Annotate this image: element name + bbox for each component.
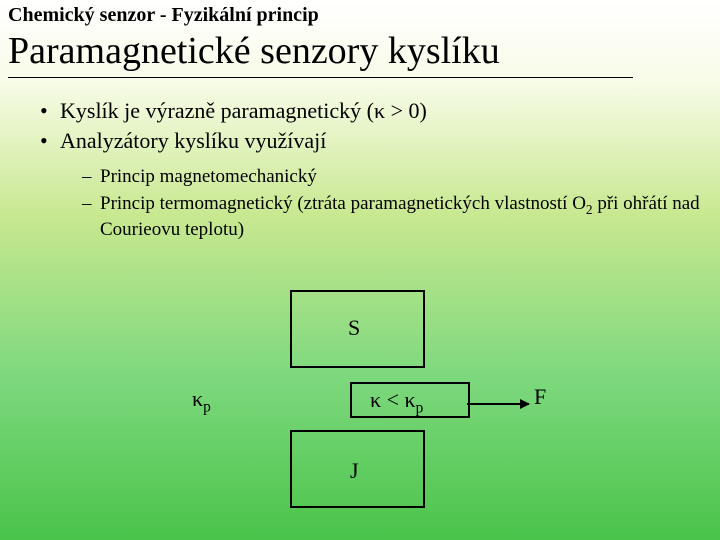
diagram: S J κp κ < κp F: [0, 290, 720, 540]
diagram-label-s: S: [348, 315, 360, 341]
bullet-1-kappa: κ: [374, 98, 385, 123]
main-bullets: Kyslík je výrazně paramagnetický (κ > 0)…: [40, 96, 720, 155]
mid-lt: <: [381, 387, 404, 412]
bullet-1: Kyslík je výrazně paramagnetický (κ > 0): [40, 96, 720, 126]
sub-header: Chemický senzor - Fyzikální princip: [8, 4, 712, 27]
diagram-label-mid: κ < κp: [370, 387, 423, 417]
bullet-2: Analyzátory kyslíku využívají: [40, 126, 720, 156]
sub-bullets: Princip magnetomechanický Princip termom…: [82, 165, 720, 242]
diagram-arrow: [467, 403, 529, 405]
mid-kappa2: κ: [405, 387, 416, 412]
mid-kappa1: κ: [370, 387, 381, 412]
bullet-1-pre: Kyslík je výrazně paramagnetický (: [60, 98, 374, 123]
content-area: Kyslík je výrazně paramagnetický (κ > 0)…: [0, 78, 720, 243]
bullet-1-post: > 0): [385, 98, 427, 123]
mid-sub: p: [416, 399, 424, 416]
diagram-label-f: F: [534, 384, 546, 410]
page-title: Paramagnetické senzory kyslíku: [8, 29, 633, 78]
kp-left-kappa: κ: [192, 386, 203, 411]
sub-bullet-2-pre: Princip termomagnetický (ztráta paramagn…: [100, 193, 586, 214]
kp-left-sub: p: [203, 398, 211, 415]
sub-bullet-2: Princip termomagnetický (ztráta paramagn…: [82, 192, 720, 243]
sub-bullet-1: Princip magnetomechanický: [82, 165, 720, 190]
diagram-label-kp-left: κp: [192, 386, 211, 416]
diagram-label-j: J: [350, 458, 359, 484]
sub-bullet-2-sub: 2: [586, 202, 593, 217]
